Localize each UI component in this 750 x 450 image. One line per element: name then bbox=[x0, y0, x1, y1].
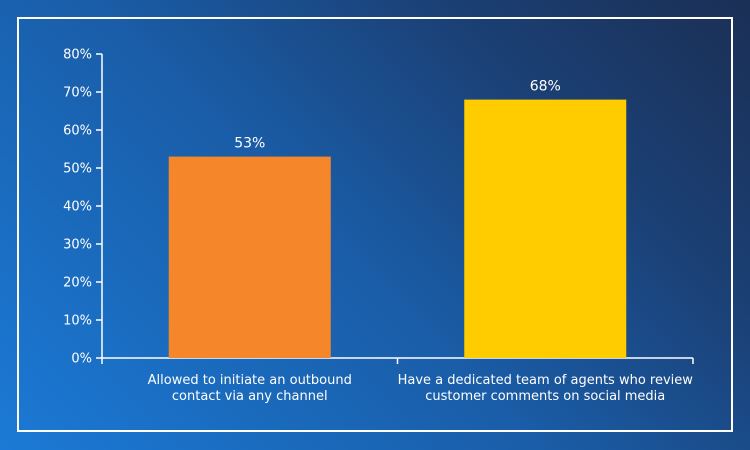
y-tick-label: 50% bbox=[63, 162, 92, 177]
bar-value-label: 53% bbox=[234, 136, 265, 152]
bar bbox=[464, 99, 627, 358]
bar-value-label: 68% bbox=[530, 79, 561, 95]
y-tick-label: 30% bbox=[63, 238, 92, 253]
x-category-label: Allowed to initiate an outbound bbox=[148, 373, 352, 388]
bar bbox=[168, 156, 331, 358]
chart-frame bbox=[17, 17, 733, 432]
y-tick-label: 80% bbox=[63, 48, 92, 63]
x-category-label: customer comments on social media bbox=[425, 389, 665, 404]
y-tick-label: 20% bbox=[63, 276, 92, 291]
y-tick-label: 60% bbox=[63, 124, 92, 139]
x-category-label: Have a dedicated team of agents who revi… bbox=[398, 373, 694, 388]
x-category-label: contact via any channel bbox=[172, 389, 328, 404]
y-tick-label: 0% bbox=[71, 352, 92, 367]
y-tick-label: 40% bbox=[63, 200, 92, 215]
y-tick-label: 70% bbox=[63, 86, 92, 101]
y-tick-label: 10% bbox=[63, 314, 92, 329]
